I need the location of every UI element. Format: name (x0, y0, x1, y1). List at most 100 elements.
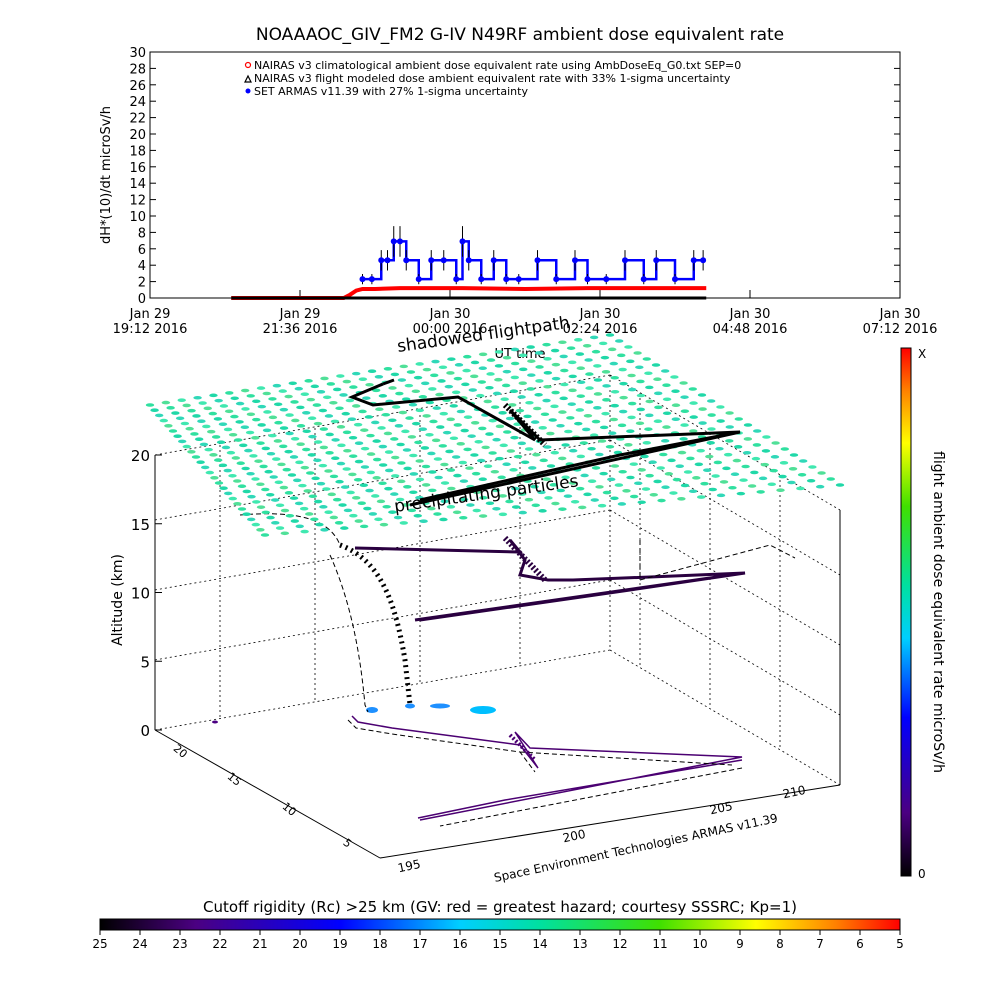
particle-cell (500, 397, 509, 402)
particle-cell (470, 374, 479, 379)
particle-cell (618, 409, 628, 414)
particle-cell (358, 409, 367, 414)
particle-cell (182, 444, 191, 449)
particle-cell (677, 496, 686, 501)
particle-cell (546, 431, 555, 436)
rigidity-tick-label: 16 (452, 937, 467, 951)
particle-cell (399, 364, 408, 369)
dose-colorbar-top: X (918, 347, 926, 361)
particle-cell (307, 453, 316, 457)
particle-cell (431, 438, 441, 443)
particle-cell (651, 363, 661, 367)
particle-cell (442, 430, 452, 435)
legend-marker-nairas-climatological (244, 61, 252, 69)
armas-point (700, 257, 707, 264)
particle-cell (478, 477, 487, 482)
particle-cell (525, 400, 534, 405)
particle-cell (498, 494, 507, 498)
particle-cell (478, 352, 488, 357)
particle-cell (390, 437, 399, 441)
particle-cell (662, 411, 672, 416)
particle-cell (471, 471, 481, 476)
particle-cell (626, 359, 635, 364)
particle-cell (155, 413, 164, 418)
particle-cell (413, 375, 423, 380)
particle-cell (582, 343, 592, 348)
ground-blobs (212, 703, 496, 724)
particle-cell (185, 426, 194, 431)
armas-point (384, 257, 391, 264)
particle-cell (218, 463, 228, 468)
particle-cell (653, 377, 662, 382)
particle-cell (237, 484, 247, 489)
dose-colorbar (900, 347, 912, 877)
particle-cell (589, 335, 599, 340)
particle-cell (510, 375, 520, 380)
particle-cell (403, 466, 412, 471)
particle-cell (624, 443, 633, 447)
particle-cell (609, 361, 619, 366)
particle-cell (617, 423, 627, 428)
rigidity-tick-label: 5 (896, 937, 904, 951)
box-frame (154, 455, 841, 859)
particle-cell (425, 400, 435, 405)
particle-cell (240, 425, 250, 430)
armas-point (368, 276, 375, 283)
particle-cell (531, 503, 540, 508)
particle-cell (742, 450, 752, 455)
particle-cell (411, 389, 421, 394)
particle-cell (826, 477, 835, 481)
particle-cell (359, 483, 369, 487)
particle-cell (319, 505, 328, 509)
particle-cell (563, 494, 573, 498)
particle-cell (567, 402, 576, 406)
particle-cell (251, 522, 260, 527)
particle-cell (249, 454, 258, 458)
particle-cell (835, 483, 845, 487)
particle-cell (739, 478, 748, 482)
particle-cell (342, 467, 351, 471)
particle-cell (404, 383, 414, 388)
particle-cell (470, 420, 480, 425)
particle-cell (671, 389, 680, 393)
particle-cell (322, 395, 332, 400)
particle-cell (319, 445, 329, 450)
particle-cell (251, 477, 260, 481)
particle-cell (732, 458, 742, 463)
climb-path (239, 513, 413, 713)
particle-cell (366, 433, 375, 438)
particle-cell (313, 458, 322, 463)
longitude-tick-label: 210 (782, 783, 807, 801)
particle-cell (313, 440, 323, 444)
particle-cell (575, 486, 585, 491)
y-tick-label: 14 (129, 177, 146, 192)
particle-cell (528, 466, 537, 470)
particle-cell (266, 451, 276, 456)
armas-point (584, 276, 591, 283)
x-tick-label-time: 04:48 2016 (713, 322, 788, 337)
particle-cell (384, 486, 393, 491)
particle-cell (649, 492, 658, 497)
particle-cell (440, 462, 449, 467)
particle-cell (420, 446, 430, 450)
particle-cell (776, 488, 785, 492)
particle-cell (488, 451, 497, 455)
longitude-tick-label: 195 (397, 857, 422, 875)
particle-cell (440, 499, 449, 504)
particle-cell (388, 386, 397, 390)
rigidity-tick-label: 8 (776, 937, 784, 951)
rigidity-colorbar-ticks: 25 24 23 22 21 20 19 18 17 16 15 14 13 12 11 10 9 8 7 6 5 (92, 930, 904, 951)
particle-cell (440, 481, 450, 485)
particle-cell (192, 414, 201, 418)
particle-cell (241, 407, 250, 411)
particle-cell (415, 459, 424, 463)
particle-cell (602, 384, 611, 388)
particle-cell (483, 464, 493, 468)
particle-cell (324, 414, 334, 418)
particle-cell (568, 481, 578, 485)
particle-cell (428, 488, 437, 493)
particle-cell (401, 429, 410, 434)
particle-cell (336, 425, 346, 429)
particle-cell (214, 458, 223, 462)
particle-cell (656, 466, 665, 470)
